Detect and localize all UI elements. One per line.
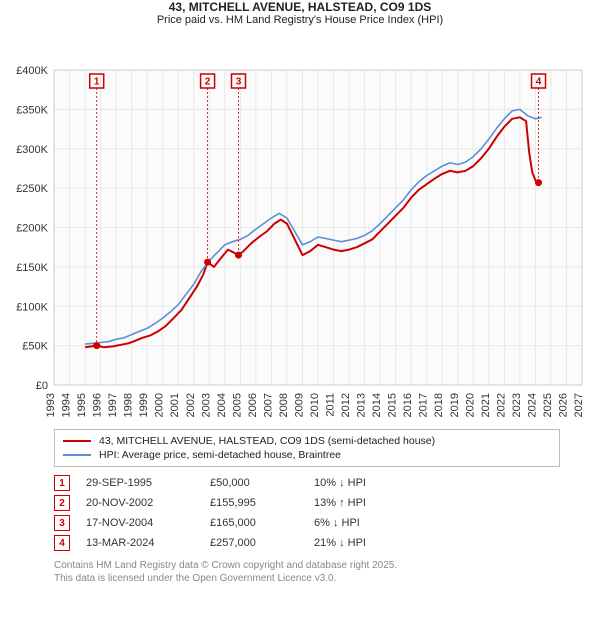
legend-item: 43, MITCHELL AVENUE, HALSTEAD, CO9 1DS (… bbox=[63, 434, 551, 448]
xtick-label: 2027 bbox=[573, 393, 585, 417]
sale-price: £165,000 bbox=[210, 517, 310, 529]
license-text: Contains HM Land Registry data © Crown c… bbox=[54, 559, 560, 585]
sale-point bbox=[93, 342, 100, 349]
ytick-label: £150K bbox=[16, 262, 48, 274]
sale-marker: 4 bbox=[54, 535, 70, 551]
xtick-label: 2007 bbox=[262, 393, 274, 417]
xtick-label: 2026 bbox=[557, 393, 569, 417]
sale-marker: 2 bbox=[54, 495, 70, 511]
xtick-label: 2008 bbox=[278, 393, 290, 417]
xtick-label: 2015 bbox=[387, 393, 399, 417]
sale-delta: 6% ↓ HPI bbox=[314, 517, 434, 529]
sale-row: 2 20-NOV-2002 £155,995 13% ↑ HPI bbox=[54, 493, 560, 513]
legend-label: 43, MITCHELL AVENUE, HALSTEAD, CO9 1DS (… bbox=[99, 435, 435, 447]
xtick-label: 2022 bbox=[495, 393, 507, 417]
xtick-label: 2014 bbox=[371, 393, 383, 417]
xtick-label: 1993 bbox=[45, 393, 57, 417]
sale-price: £50,000 bbox=[210, 477, 310, 489]
sale-marker: 1 bbox=[54, 475, 70, 491]
xtick-label: 2016 bbox=[402, 393, 414, 417]
xtick-label: 2003 bbox=[200, 393, 212, 417]
sale-point bbox=[535, 179, 542, 186]
sale-date: 29-SEP-1995 bbox=[86, 477, 206, 489]
license-line-2: This data is licensed under the Open Gov… bbox=[54, 572, 560, 585]
xtick-label: 1998 bbox=[123, 393, 135, 417]
license-line-1: Contains HM Land Registry data © Crown c… bbox=[54, 559, 560, 572]
xtick-label: 2023 bbox=[511, 393, 523, 417]
sale-delta: 13% ↑ HPI bbox=[314, 497, 434, 509]
xtick-label: 1997 bbox=[107, 393, 119, 417]
ytick-label: £350K bbox=[16, 104, 48, 116]
xtick-label: 2011 bbox=[325, 393, 337, 417]
legend-swatch bbox=[63, 440, 91, 442]
ytick-label: £0 bbox=[36, 380, 48, 392]
legend-swatch bbox=[63, 454, 91, 456]
marker-num: 2 bbox=[205, 77, 211, 88]
sale-row: 3 17-NOV-2004 £165,000 6% ↓ HPI bbox=[54, 513, 560, 533]
xtick-label: 2009 bbox=[293, 393, 305, 417]
ytick-label: £400K bbox=[16, 65, 48, 77]
xtick-label: 2017 bbox=[418, 393, 430, 417]
sale-row: 4 13-MAR-2024 £257,000 21% ↓ HPI bbox=[54, 533, 560, 553]
xtick-label: 2001 bbox=[169, 393, 181, 417]
sale-row: 1 29-SEP-1995 £50,000 10% ↓ HPI bbox=[54, 473, 560, 493]
xtick-label: 2010 bbox=[309, 393, 321, 417]
xtick-label: 2021 bbox=[480, 393, 492, 417]
chart-svg: £0 £50K £100K £150K £200K £250K £300K £350K £400… bbox=[0, 30, 600, 420]
xtick-label: 2005 bbox=[231, 393, 243, 417]
xtick-label: 2019 bbox=[449, 393, 461, 417]
xtick-label: 2013 bbox=[356, 393, 368, 417]
legend-item: HPI: Average price, semi-detached house,… bbox=[63, 448, 551, 462]
ytick-label: £300K bbox=[16, 144, 48, 156]
xtick-label: 2020 bbox=[464, 393, 476, 417]
xtick-label: 2018 bbox=[433, 393, 445, 417]
marker-num: 4 bbox=[536, 77, 542, 88]
xtick-label: 1995 bbox=[76, 393, 88, 417]
legend: 43, MITCHELL AVENUE, HALSTEAD, CO9 1DS (… bbox=[54, 429, 560, 467]
marker-num: 1 bbox=[94, 77, 100, 88]
xtick-label: 2000 bbox=[154, 393, 166, 417]
legend-label: HPI: Average price, semi-detached house,… bbox=[99, 449, 341, 461]
sale-date: 17-NOV-2004 bbox=[86, 517, 206, 529]
xtick-label: 1996 bbox=[92, 393, 104, 417]
xtick-label: 2025 bbox=[542, 393, 554, 417]
sale-point bbox=[204, 259, 211, 266]
sale-date: 13-MAR-2024 bbox=[86, 537, 206, 549]
chart-subtitle: Price paid vs. HM Land Registry's House … bbox=[0, 14, 600, 26]
sale-price: £257,000 bbox=[210, 537, 310, 549]
chart-area: £0 £50K £100K £150K £200K £250K £300K £350K £400… bbox=[0, 30, 600, 425]
sale-point bbox=[235, 252, 242, 259]
xtick-label: 2004 bbox=[216, 393, 228, 417]
xtick-label: 2006 bbox=[247, 393, 259, 417]
xtick-label: 1994 bbox=[61, 393, 73, 417]
marker-num: 3 bbox=[236, 77, 242, 88]
xtick-label: 2012 bbox=[340, 393, 352, 417]
sale-date: 20-NOV-2002 bbox=[86, 497, 206, 509]
chart-title: 43, MITCHELL AVENUE, HALSTEAD, CO9 1DS bbox=[0, 0, 600, 14]
sales-table: 1 29-SEP-1995 £50,000 10% ↓ HPI 2 20-NOV-2002… bbox=[54, 473, 560, 553]
xtick-label: 2024 bbox=[526, 393, 538, 417]
xtick-label: 2002 bbox=[185, 393, 197, 417]
ytick-label: £250K bbox=[16, 183, 48, 195]
sale-delta: 21% ↓ HPI bbox=[314, 537, 434, 549]
ytick-label: £200K bbox=[16, 223, 48, 235]
xtick-label: 1999 bbox=[138, 393, 150, 417]
sale-price: £155,995 bbox=[210, 497, 310, 509]
sale-marker: 3 bbox=[54, 515, 70, 531]
sale-delta: 10% ↓ HPI bbox=[314, 477, 434, 489]
ytick-label: £100K bbox=[16, 301, 48, 313]
ytick-label: £50K bbox=[22, 341, 48, 353]
